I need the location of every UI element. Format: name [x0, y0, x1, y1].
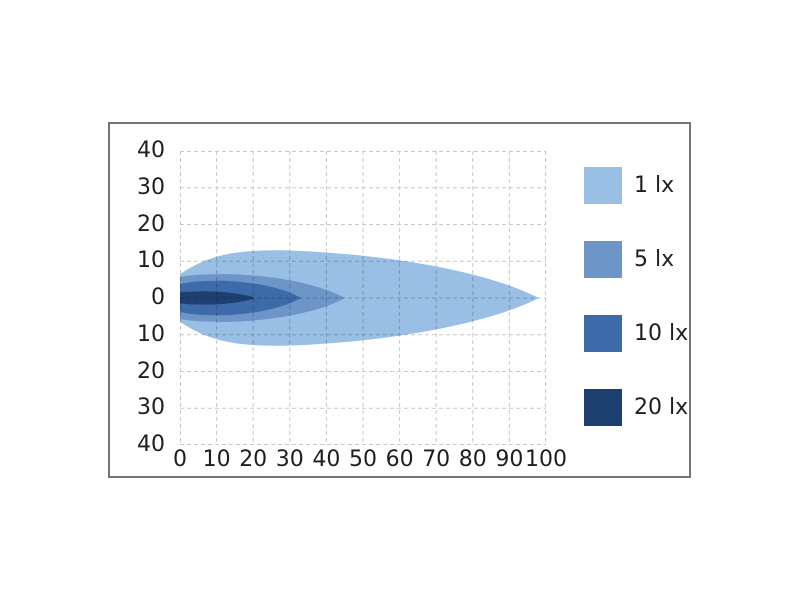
legend-item-20lx: 20 lx [584, 389, 694, 426]
contour-1lx [180, 250, 539, 346]
y-tick-label: 20 [137, 358, 165, 384]
y-tick-label: 30 [137, 395, 165, 421]
y-tick-label: 30 [137, 174, 165, 200]
legend-swatch-20lx-icon [584, 389, 622, 426]
chart-frame: 40 30 20 10 0 10 20 30 40 0 10 20 30 40 50 60 70 80 90 100… [108, 122, 691, 478]
x-tick-label: 0 [173, 447, 187, 472]
x-tick-label: 30 [275, 447, 304, 472]
legend-item-10lx: 10 lx [584, 315, 694, 352]
legend-label-10lx: 10 lx [634, 321, 689, 346]
plot-area [180, 151, 546, 445]
x-tick-label: 20 [239, 447, 268, 472]
x-tick-label: 10 [202, 447, 231, 472]
x-tick-label: 90 [495, 447, 524, 472]
y-tick-label: 20 [137, 211, 165, 237]
x-tick-label: 100 [525, 447, 567, 472]
legend-swatch-1lx-icon [584, 167, 622, 204]
y-tick-label: 40 [137, 138, 165, 163]
x-tick-label: 50 [349, 447, 377, 472]
grid-lines [180, 151, 546, 445]
legend-item-1lx: 1 lx [584, 167, 694, 204]
x-tick-label: 40 [312, 447, 341, 472]
legend-label-1lx: 1 lx [634, 173, 675, 198]
y-tick-label: 40 [137, 432, 165, 457]
legend-label-20lx: 20 lx [634, 395, 689, 420]
x-tick-label: 70 [422, 447, 451, 472]
legend-swatch-5lx-icon [584, 241, 622, 278]
chart-frame-inner: 40 30 20 10 0 10 20 30 40 0 10 20 30 40 50 60 70 80 90 100… [110, 124, 689, 476]
y-tick-label: 10 [137, 321, 165, 347]
y-tick-label: 0 [151, 285, 165, 310]
y-tick-label: 10 [137, 248, 165, 274]
legend-swatch-10lx-icon [584, 315, 622, 352]
x-tick-label: 80 [458, 447, 487, 472]
x-tick-label: 60 [385, 447, 414, 472]
legend-label-5lx: 5 lx [634, 247, 675, 272]
legend-item-5lx: 5 lx [584, 241, 694, 278]
